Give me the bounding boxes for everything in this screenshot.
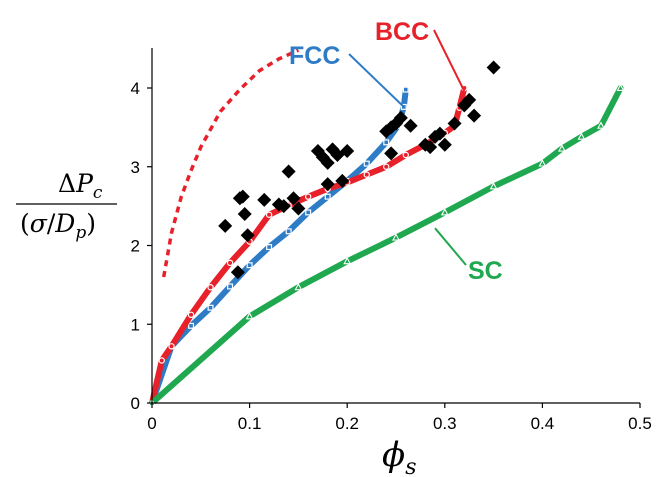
data-point (320, 177, 335, 192)
data-point (467, 108, 482, 123)
data-point (187, 311, 195, 318)
data-point (240, 228, 255, 243)
axes: 0 0.1 0.2 0.3 0.4 0.5 0 1 2 3 4 (131, 48, 652, 433)
data-point (363, 160, 370, 167)
data-point (393, 110, 408, 125)
data-point (218, 218, 233, 233)
data-point (245, 312, 254, 320)
series-line-sc (149, 85, 624, 406)
y-tick-label: 1 (131, 315, 140, 334)
annotations: FCC BCC SC (289, 18, 503, 285)
y-tick-label: 2 (131, 237, 140, 256)
data-point (227, 283, 234, 290)
x-tick-label: 0.3 (433, 414, 457, 433)
data-point (340, 144, 355, 158)
annotation-fcc: FCC (289, 42, 405, 108)
data-point (226, 259, 234, 267)
data-point (294, 282, 303, 291)
axis-ticks: 0 0.1 0.2 0.3 0.4 0.5 0 1 2 3 4 (131, 79, 652, 433)
data-point (235, 189, 250, 204)
series-line-dashed-curve (161, 48, 300, 278)
x-axis-title: ϕs (382, 435, 416, 477)
data-point (246, 262, 253, 269)
data-point (363, 171, 370, 178)
series-fcc (149, 86, 409, 407)
data-point (158, 357, 165, 364)
x-tick-label: 0.2 (335, 414, 359, 433)
data-point (440, 208, 449, 216)
data-point (558, 144, 566, 152)
series-dashed-curve (161, 48, 300, 278)
data-point (286, 191, 301, 206)
data-point (538, 159, 547, 167)
data-point (489, 182, 498, 190)
y-tick-label: 4 (131, 79, 140, 98)
data-point (402, 86, 409, 93)
data-point (304, 193, 312, 200)
data-point (324, 193, 331, 200)
y-tick-label: 3 (131, 158, 140, 177)
data-point (616, 83, 625, 91)
annotation-leader-line (348, 53, 405, 108)
data-point (402, 151, 409, 159)
data-point (320, 155, 335, 170)
plot-series (148, 48, 625, 407)
data-point (230, 265, 245, 280)
y-axis-title-numerator: ΔPc (58, 169, 103, 203)
data-point (383, 139, 390, 146)
data-point (486, 60, 501, 75)
data-point (281, 164, 296, 179)
data-point (237, 207, 252, 221)
data-point (257, 192, 272, 207)
y-tick-label: 0 (131, 394, 140, 413)
data-point (432, 126, 447, 141)
x-tick-label: 0.5 (628, 414, 652, 433)
data-point (392, 233, 400, 241)
x-tick-label: 0.4 (531, 414, 555, 433)
data-point (291, 201, 306, 216)
data-point (276, 199, 291, 214)
data-point (265, 211, 273, 218)
annotation-label: SC (468, 257, 503, 285)
data-point (577, 132, 586, 140)
data-point (335, 173, 350, 188)
data-point (423, 140, 438, 155)
annotation-label: BCC (375, 18, 429, 46)
annotation-sc: SC (434, 227, 503, 285)
data-point (383, 163, 390, 170)
annotation-leader-line (433, 29, 466, 92)
data-point (305, 209, 312, 216)
data-point (266, 244, 273, 251)
data-point (597, 121, 605, 129)
data-point (207, 284, 214, 291)
series-line-bcc (149, 85, 468, 406)
data-point (447, 116, 462, 131)
data-point (188, 322, 195, 329)
y-axis-title-denominator: (σ/Dp) (20, 209, 96, 243)
data-point (403, 118, 418, 133)
series-bcc (148, 84, 468, 407)
series-experimental-data (218, 60, 501, 280)
data-point (168, 343, 175, 350)
data-point (285, 228, 292, 235)
series-line-fcc (149, 86, 409, 406)
annotation-label: FCC (289, 42, 340, 70)
data-point (207, 304, 214, 311)
annotation-bcc: BCC (375, 18, 466, 92)
data-point (437, 137, 452, 152)
x-tick-label: 0.1 (238, 414, 262, 433)
data-point (384, 146, 399, 161)
annotation-leader-line (434, 227, 467, 266)
data-point (462, 92, 477, 107)
y-axis-title: ΔPc (σ/Dp) (16, 169, 117, 243)
x-tick-label: 0 (147, 414, 156, 433)
data-point (343, 256, 352, 265)
data-point (400, 103, 407, 110)
